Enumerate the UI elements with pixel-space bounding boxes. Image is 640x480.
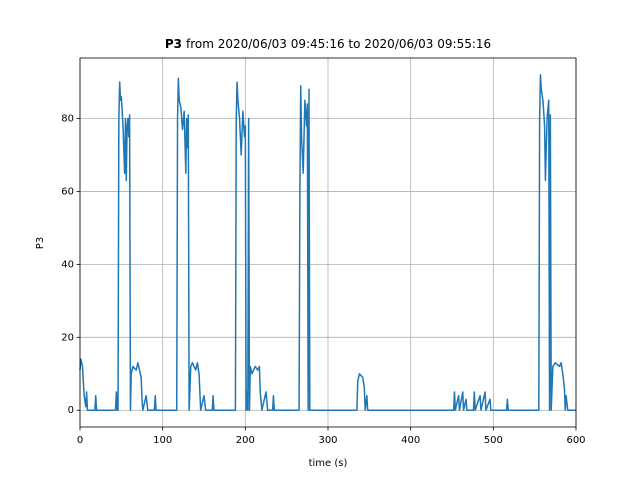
x-tick-label: 100: [153, 435, 172, 446]
x-axis-label: time (s): [309, 458, 348, 469]
y-tick-label: 40: [61, 259, 74, 270]
x-tick-label: 500: [484, 435, 503, 446]
x-tick-label: 600: [566, 435, 585, 446]
chart-title: P3 from 2020/06/03 09:45:16 to 2020/06/03…: [165, 37, 491, 51]
x-tick-label: 200: [236, 435, 255, 446]
x-tick-label: 0: [77, 435, 83, 446]
y-tick-label: 0: [68, 405, 74, 416]
y-tick-label: 20: [61, 332, 74, 343]
data-line: [79, 74, 576, 411]
y-axis-label: P3: [35, 237, 46, 249]
title-bold: P3: [165, 37, 182, 51]
x-tick-label: 300: [318, 435, 337, 446]
plot-frame: [79, 57, 577, 428]
x-tick-label: 400: [401, 435, 420, 446]
title-text: from 2020/06/03 09:45:16 to 2020/06/03 0…: [186, 37, 491, 51]
y-tick-label: 80: [61, 114, 74, 125]
y-tick-label: 60: [61, 186, 74, 197]
